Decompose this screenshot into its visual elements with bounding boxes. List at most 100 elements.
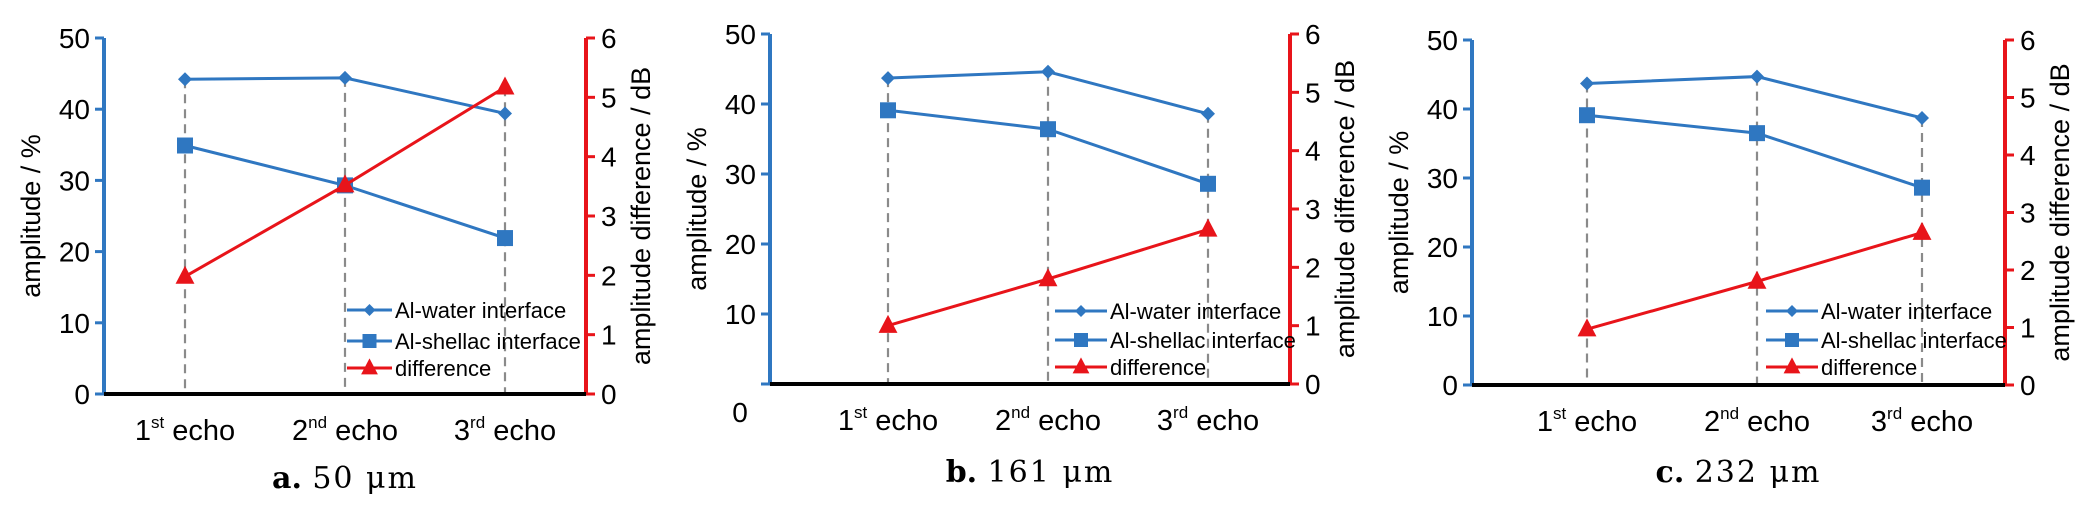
x-tick-superscript: rd: [1173, 403, 1188, 422]
data-point: [1201, 106, 1215, 121]
legend-entry: Al-water interface: [1821, 299, 1992, 324]
x-tick-label: 1st echo: [135, 413, 235, 447]
data-point: [1749, 125, 1765, 142]
data-point: [1912, 221, 1932, 240]
data-point: [338, 70, 352, 85]
right-axis-tick-label: 0: [2020, 370, 2036, 401]
data-point: [1040, 121, 1056, 138]
left-axis-tick-label: 30: [725, 159, 756, 190]
data-point: [175, 265, 195, 284]
x-tick-number: 1: [838, 405, 854, 437]
x-tick-label: 2nd echo: [995, 403, 1101, 437]
panel-a: 0 10 20 30 40 50 0 1 2 3 4 5 6 amplitude / % amplitude…: [16, 23, 656, 496]
left-axis-tick-label: 10: [1427, 301, 1458, 332]
data-point: [1747, 270, 1767, 289]
left-axis-tick-label: 20: [1427, 232, 1458, 263]
right-axis-tick-label: 3: [601, 201, 617, 232]
data-point: [1915, 110, 1929, 125]
legend-entry: Al-shellac interface: [1821, 328, 2007, 353]
left-axis-tick-label: 20: [59, 237, 90, 268]
data-point: [498, 106, 512, 121]
x-tick-number: 3: [454, 415, 470, 447]
x-tick-label: 3rd echo: [1871, 404, 1973, 438]
data-point: [335, 174, 355, 193]
legend-marker: [1785, 333, 1799, 347]
right-axis-title: amplitude difference / dB: [2045, 63, 2075, 361]
legend-marker: [363, 304, 376, 316]
x-tick-word: echo: [1902, 406, 1973, 438]
caption-value: 232 μm: [1695, 455, 1822, 490]
left-axis-tick-label: 10: [725, 299, 756, 330]
legend-entry: difference: [395, 356, 491, 381]
x-tick-number: 2: [292, 415, 308, 447]
legend-entry: difference: [1821, 355, 1917, 380]
right-axis-tick-label: 3: [1305, 194, 1321, 225]
legend-marker: [1783, 357, 1801, 374]
right-axis-tick-label: 3: [2020, 198, 2036, 229]
right-axis-tick-label: 5: [1305, 77, 1321, 108]
right-axis-tick-label: 6: [2020, 25, 2036, 56]
legend-entry: Al-shellac interface: [1110, 328, 1296, 353]
x-tick-number: 3: [1157, 405, 1173, 437]
x-tick-label: 1st echo: [1537, 404, 1637, 438]
x-tick-word: echo: [1566, 406, 1637, 438]
legend-marker: [361, 358, 378, 375]
left-axis-tick-label: 50: [725, 19, 756, 50]
panel-c: 0 10 20 30 40 50 0 1 2 3 4 5 6 amplitude / % amplitude…: [1384, 25, 2075, 490]
left-axis-title: amplitude / %: [16, 134, 46, 298]
x-tick-superscript: nd: [1720, 404, 1739, 423]
legend-entry: Al-shellac interface: [395, 329, 581, 354]
data-point: [1200, 175, 1216, 192]
series-line: [1586, 75, 1923, 120]
x-tick-superscript: st: [1553, 404, 1567, 423]
x-tick-superscript: rd: [1887, 404, 1902, 423]
caption-value: 50 μm: [312, 461, 418, 496]
caption-letter: b.: [946, 455, 988, 490]
x-tick-label: 3rd echo: [454, 413, 556, 447]
data-point: [177, 137, 193, 154]
x-tick-superscript: st: [854, 403, 868, 422]
panel-caption: b. 161 μm: [946, 455, 1115, 490]
data-point: [1750, 69, 1764, 84]
x-tick-word: echo: [327, 415, 398, 447]
right-axis-tick-label: 6: [601, 23, 617, 54]
left-axis-title: amplitude / %: [1384, 131, 1414, 295]
left-axis-tick-label: 30: [59, 165, 90, 196]
left-axis-title: amplitude / %: [682, 127, 712, 291]
x-origin-label: 0: [732, 397, 748, 428]
panel-b: 10 20 30 40 50 0 1 2 3 4 5 6 0 amplitude / % amplitude…: [682, 19, 1360, 490]
data-point: [178, 72, 192, 87]
data-point: [1580, 76, 1594, 91]
data-point: [881, 71, 895, 86]
right-axis-tick-label: 2: [1305, 252, 1321, 283]
left-axis-tick-label: 50: [1427, 25, 1458, 56]
left-axis-tick-label: 40: [59, 94, 90, 125]
right-axis-tick-label: 5: [601, 82, 617, 113]
right-axis-tick-label: 2: [2020, 255, 2036, 286]
legend-entry: difference: [1110, 355, 1206, 380]
data-point: [1577, 318, 1597, 337]
right-axis-tick-label: 0: [1305, 369, 1321, 400]
right-axis-tick-label: 1: [2020, 313, 2036, 344]
data-point: [495, 76, 515, 95]
left-axis-tick-label: 50: [59, 23, 90, 54]
right-axis-tick-label: 2: [601, 260, 617, 291]
right-axis-title: amplitude difference / dB: [626, 67, 656, 365]
caption-value: 161 μm: [988, 455, 1115, 490]
legend-marker: [1075, 305, 1087, 317]
right-axis-title: amplitude difference / dB: [1330, 60, 1360, 358]
right-axis-tick-label: 6: [1305, 19, 1321, 50]
left-axis-tick-label: 30: [1427, 163, 1458, 194]
x-tick-number: 1: [1537, 406, 1553, 438]
x-tick-number: 3: [1871, 406, 1887, 438]
x-tick-label: 3rd echo: [1157, 403, 1259, 437]
data-point: [1579, 107, 1595, 124]
data-point: [1038, 268, 1058, 287]
right-axis-tick-label: 1: [1305, 311, 1321, 342]
x-tick-number: 1: [135, 415, 151, 447]
x-tick-label: 1st echo: [838, 403, 938, 437]
x-tick-number: 2: [995, 405, 1011, 437]
right-axis-tick-label: 1: [601, 320, 617, 351]
left-axis-tick-label: 40: [1427, 94, 1458, 125]
legend-entry: Al-water interface: [1110, 299, 1281, 324]
